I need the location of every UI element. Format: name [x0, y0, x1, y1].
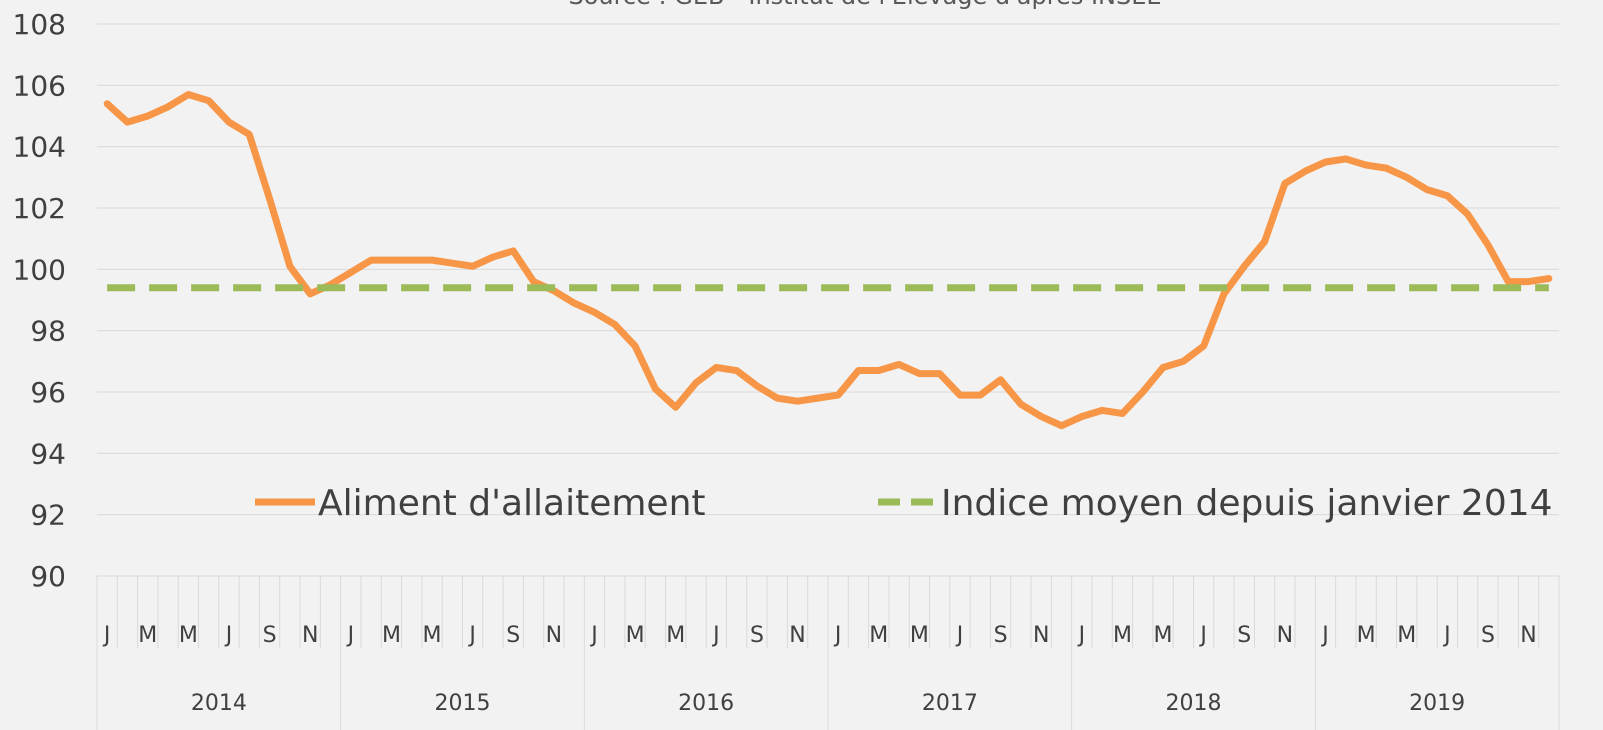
x-tick-label: S — [1237, 623, 1251, 648]
x-tick-label: S — [750, 623, 764, 648]
x-tick-label: N — [302, 623, 318, 648]
x-tick-label: J — [1320, 623, 1329, 648]
series-line — [103, 91, 1553, 430]
y-tick-label: 96 — [30, 376, 66, 409]
year-label: 2018 — [1166, 691, 1222, 716]
x-tick-label: S — [1481, 623, 1495, 648]
x-tick-label: M — [179, 623, 198, 648]
year-label: 2019 — [1409, 691, 1465, 716]
year-label: 2017 — [922, 691, 978, 716]
x-tick-label: N — [1520, 623, 1536, 648]
year-label: 2016 — [678, 691, 734, 716]
x-tick-label: M — [1113, 623, 1132, 648]
x-tick-label: M — [1154, 623, 1173, 648]
y-tick-label: 94 — [30, 437, 66, 470]
x-tick-label: J — [711, 623, 720, 648]
year-label: 2014 — [191, 691, 247, 716]
x-tick-label: N — [789, 623, 805, 648]
x-tick-label: M — [869, 623, 888, 648]
x-tick-label: J — [467, 623, 476, 648]
x-tick-label: J — [1198, 623, 1207, 648]
x-tick-label: N — [1277, 623, 1293, 648]
chart-subtitle: Source : GEB - Institut de l'Elevage d'a… — [568, 0, 1161, 10]
x-tick-label: J — [833, 623, 842, 648]
x-tick-label: J — [346, 623, 355, 648]
y-tick-label: 98 — [30, 315, 66, 348]
x-tick-label: M — [666, 623, 685, 648]
y-tick-label: 100 — [13, 253, 66, 286]
x-tick-label: M — [1397, 623, 1416, 648]
year-label: 2015 — [435, 691, 491, 716]
y-tick-label: 92 — [30, 499, 66, 532]
x-tick-label: S — [506, 623, 520, 648]
x-tick-label: N — [1033, 623, 1049, 648]
legend-label: Indice moyen depuis janvier 2014 — [941, 483, 1553, 524]
x-tick-label: M — [382, 623, 401, 648]
x-tick-label: S — [263, 623, 277, 648]
x-tick-label: N — [546, 623, 562, 648]
x-tick-label: M — [626, 623, 645, 648]
y-tick-label: 106 — [13, 69, 66, 102]
x-tick-label: J — [102, 623, 111, 648]
y-tick-label: 104 — [13, 131, 66, 164]
y-tick-label: 90 — [30, 560, 66, 593]
x-tick-label: S — [994, 623, 1008, 648]
x-tick-label: M — [910, 623, 929, 648]
x-tick-label: J — [1442, 623, 1451, 648]
x-tick-label: M — [138, 623, 157, 648]
y-tick-label: 108 — [13, 8, 66, 41]
x-tick-label: J — [224, 623, 233, 648]
x-tick-label: M — [423, 623, 442, 648]
legend-label: Aliment d'allaitement — [318, 483, 706, 524]
x-tick-label: J — [1077, 623, 1086, 648]
x-tick-label: M — [1357, 623, 1376, 648]
x-tick-label: J — [589, 623, 598, 648]
y-tick-label: 102 — [13, 192, 66, 225]
x-tick-label: J — [955, 623, 964, 648]
